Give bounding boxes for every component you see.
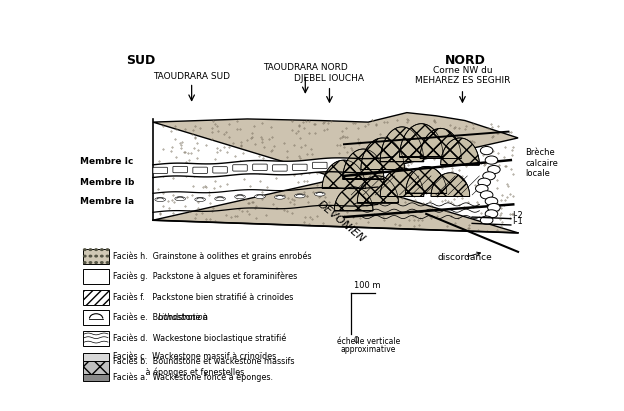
Text: Corne NW du: Corne NW du <box>432 66 492 75</box>
Text: TAOUDRARA SUD: TAOUDRARA SUD <box>153 72 230 81</box>
Circle shape <box>487 203 500 212</box>
Circle shape <box>487 166 500 174</box>
FancyBboxPatch shape <box>193 167 207 173</box>
Circle shape <box>480 216 493 224</box>
Polygon shape <box>420 129 461 159</box>
Text: NORD: NORD <box>444 53 485 67</box>
Text: Faciès h.  Grainstone à oolithes et grains enrobés: Faciès h. Grainstone à oolithes et grain… <box>113 252 311 261</box>
Bar <box>83 331 109 346</box>
Text: Faciès c.  Wackestone massif à crinoïdes: Faciès c. Wackestone massif à crinoïdes <box>113 352 276 361</box>
Circle shape <box>480 146 493 155</box>
Circle shape <box>84 262 86 263</box>
Circle shape <box>483 172 495 180</box>
Polygon shape <box>406 166 447 193</box>
Bar <box>83 374 109 381</box>
Polygon shape <box>334 187 373 211</box>
Polygon shape <box>343 149 384 179</box>
Polygon shape <box>431 173 470 196</box>
Polygon shape <box>361 138 404 170</box>
Polygon shape <box>358 176 398 203</box>
Bar <box>83 269 109 284</box>
Bar <box>83 290 109 305</box>
Text: échelle verticale: échelle verticale <box>336 337 400 346</box>
Circle shape <box>480 191 493 199</box>
Ellipse shape <box>235 195 245 199</box>
Bar <box>83 249 109 263</box>
FancyBboxPatch shape <box>213 167 227 173</box>
Text: discordance: discordance <box>437 252 492 262</box>
Polygon shape <box>153 113 518 233</box>
Text: Membre Ib: Membre Ib <box>80 178 135 187</box>
Circle shape <box>84 255 86 257</box>
Text: Lithostrotion: Lithostrotion <box>157 313 208 322</box>
Text: TAOUDRARA NORD: TAOUDRARA NORD <box>263 63 348 72</box>
Circle shape <box>106 262 109 263</box>
Text: SUD: SUD <box>126 53 155 67</box>
Circle shape <box>95 255 97 257</box>
FancyBboxPatch shape <box>253 164 267 171</box>
Polygon shape <box>380 168 424 196</box>
Text: MEHAREZ ES SEGHIR: MEHAREZ ES SEGHIR <box>415 76 510 85</box>
Circle shape <box>100 262 103 263</box>
Polygon shape <box>399 124 443 157</box>
Polygon shape <box>380 127 424 162</box>
Circle shape <box>475 185 488 193</box>
Polygon shape <box>322 160 366 189</box>
Circle shape <box>100 255 103 257</box>
Circle shape <box>106 249 109 250</box>
Ellipse shape <box>175 196 185 201</box>
Text: Faciès a.  Wackestone foncé à éponges.: Faciès a. Wackestone foncé à éponges. <box>113 372 273 382</box>
Ellipse shape <box>215 197 225 201</box>
Circle shape <box>100 249 103 250</box>
Text: Membre Ia: Membre Ia <box>80 197 135 206</box>
Circle shape <box>478 178 490 186</box>
Ellipse shape <box>295 194 305 198</box>
Bar <box>83 360 109 374</box>
Circle shape <box>89 255 92 257</box>
Circle shape <box>485 210 498 218</box>
Polygon shape <box>441 138 479 165</box>
Text: 0: 0 <box>354 336 359 345</box>
Text: Faciès d.  Wackestone bioclastique stratifié: Faciès d. Wackestone bioclastique strati… <box>113 334 286 343</box>
Text: 100 m: 100 m <box>354 281 380 290</box>
Text: DEVONIEN: DEVONIEN <box>316 199 368 245</box>
Ellipse shape <box>255 194 265 199</box>
FancyBboxPatch shape <box>273 165 287 171</box>
Ellipse shape <box>195 197 205 201</box>
FancyBboxPatch shape <box>313 162 327 169</box>
Polygon shape <box>153 157 392 178</box>
FancyBboxPatch shape <box>233 165 247 171</box>
FancyBboxPatch shape <box>293 164 307 171</box>
Text: Faciès g.  Packstone à algues et foraminifères: Faciès g. Packstone à algues et foramini… <box>113 272 297 282</box>
Circle shape <box>89 249 92 250</box>
Bar <box>83 353 109 360</box>
FancyBboxPatch shape <box>153 167 167 173</box>
Circle shape <box>95 249 97 250</box>
Ellipse shape <box>275 195 285 199</box>
FancyBboxPatch shape <box>173 166 187 173</box>
Text: approximative: approximative <box>341 344 396 353</box>
Circle shape <box>84 249 86 250</box>
Text: I-1: I-1 <box>512 217 522 226</box>
Circle shape <box>89 262 92 263</box>
Text: Faciès f.   Packstone bien stratifié à crinoïdes: Faciès f. Packstone bien stratifié à cri… <box>113 293 293 302</box>
Text: Faciès e.  Boundstone à: Faciès e. Boundstone à <box>113 313 210 322</box>
Circle shape <box>95 262 97 263</box>
Text: Faciès b.  Boundstone et wackestone massifs
             à éponges et fenestelle: Faciès b. Boundstone et wackestone massi… <box>113 357 295 377</box>
Text: DJEBEL IOUCHA: DJEBEL IOUCHA <box>295 74 364 83</box>
Circle shape <box>485 197 498 206</box>
Circle shape <box>106 255 109 257</box>
Text: Membre Ic: Membre Ic <box>80 157 134 166</box>
Ellipse shape <box>314 192 325 196</box>
Text: Brèche
calcaire
locale: Brèche calcaire locale <box>525 148 558 178</box>
Circle shape <box>485 156 498 164</box>
Ellipse shape <box>155 197 165 201</box>
Text: I-2: I-2 <box>512 211 522 220</box>
Bar <box>83 310 109 325</box>
